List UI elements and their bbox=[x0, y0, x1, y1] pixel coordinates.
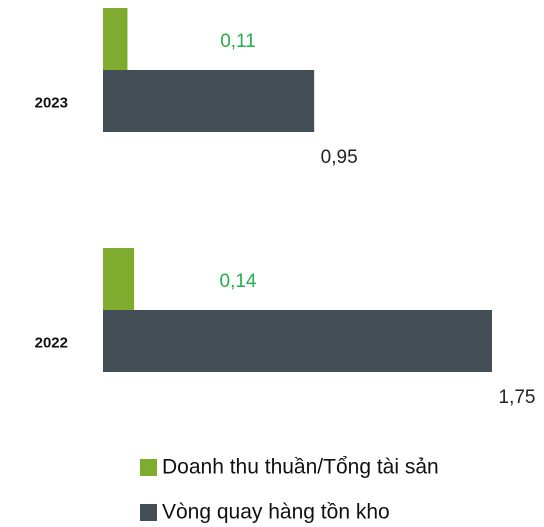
legend-swatch bbox=[140, 504, 157, 521]
bar bbox=[103, 310, 492, 372]
bar bbox=[103, 8, 128, 70]
bar bbox=[103, 70, 315, 132]
legend-swatch bbox=[140, 459, 157, 476]
legend-label: Doanh thu thuần/Tổng tài sản bbox=[162, 456, 439, 479]
value-label: 0,95 bbox=[321, 147, 358, 168]
bar bbox=[103, 248, 135, 310]
value-label: 0,14 bbox=[220, 271, 257, 292]
value-label: 0,11 bbox=[220, 31, 256, 52]
legend-label: Vòng quay hàng tồn kho bbox=[162, 501, 390, 524]
category-label: 2022 bbox=[35, 334, 68, 351]
category-label: 2023 bbox=[35, 94, 68, 111]
value-label: 1,75 bbox=[499, 387, 536, 408]
